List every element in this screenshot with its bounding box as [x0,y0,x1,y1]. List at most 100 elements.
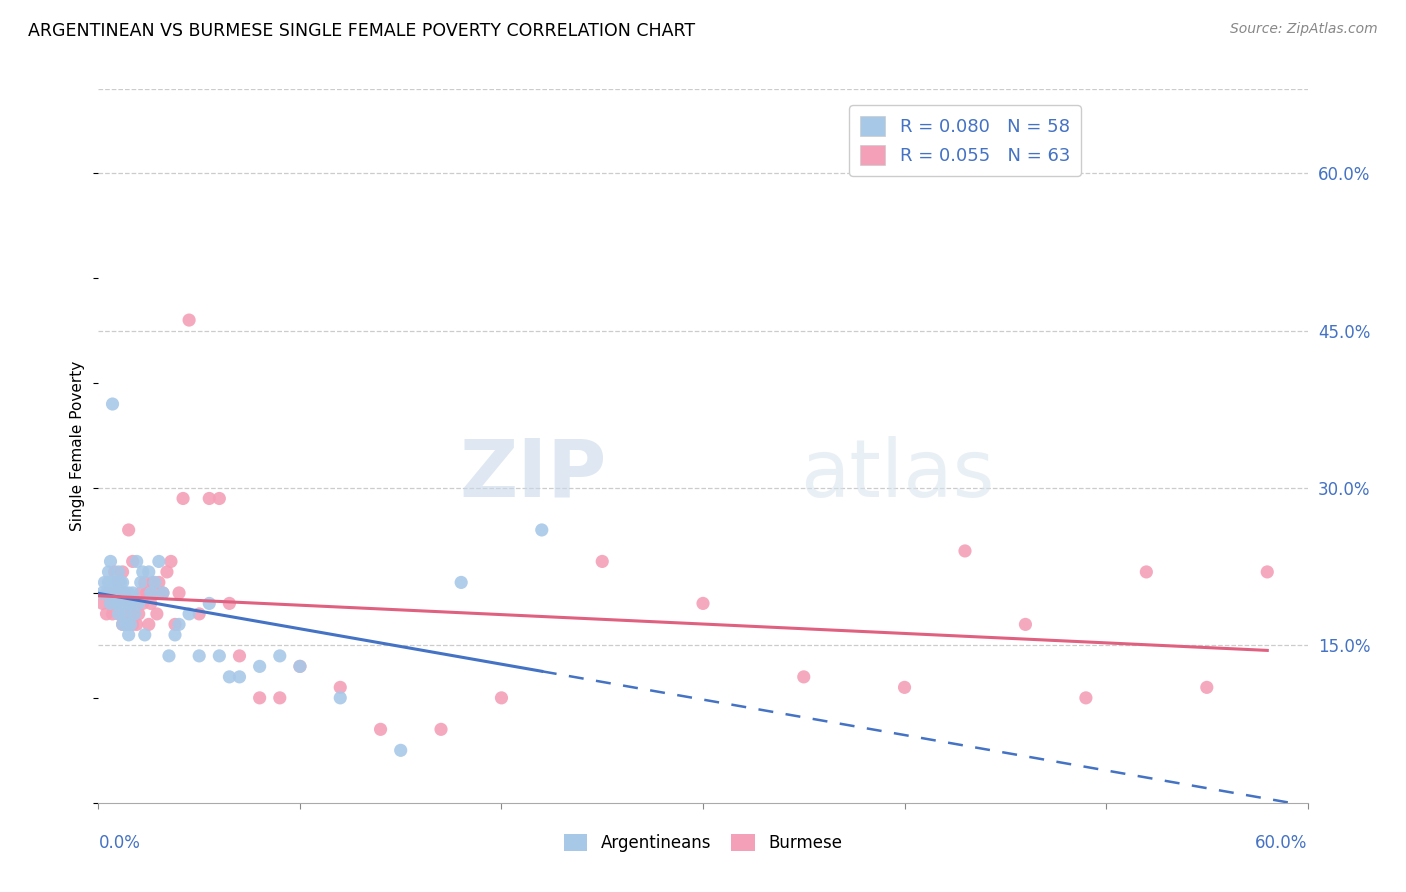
Point [105,596,128,610]
Point [91,596,114,610]
Point [120,617,142,632]
Point [198,596,221,610]
Point [218,670,240,684]
Point [101,586,124,600]
Point [167,586,190,600]
Point [146,607,169,621]
Point [134,575,156,590]
Point [269,648,291,663]
Point [138,565,160,579]
Point [110,575,132,590]
Point [103,575,125,590]
Point [114,586,136,600]
Point [591,554,613,568]
Point [114,607,136,621]
Point [139,596,162,610]
Point [208,491,231,506]
Point [1135,565,1157,579]
Point [128,596,150,610]
Legend: Argentineans, Burmese: Argentineans, Burmese [557,827,849,859]
Text: 0.0%: 0.0% [98,834,141,852]
Point [430,723,453,737]
Point [188,607,211,621]
Point [114,607,136,621]
Text: atlas: atlas [800,435,994,514]
Point [228,670,250,684]
Point [110,586,132,600]
Point [103,586,125,600]
Point [160,554,183,568]
Point [115,596,138,610]
Point [288,659,311,673]
Point [120,607,142,621]
Text: ZIP: ZIP [458,435,606,514]
Point [107,607,129,621]
Point [96,586,118,600]
Point [157,648,180,663]
Point [101,607,124,621]
Point [143,586,166,600]
Point [198,491,221,506]
Point [105,575,128,590]
Point [1014,617,1036,632]
Point [115,617,138,632]
Point [118,586,141,600]
Point [121,617,143,632]
Point [100,596,122,610]
Point [135,586,157,600]
Point [111,575,134,590]
Point [121,586,143,600]
Point [143,575,166,590]
Point [111,565,134,579]
Point [107,575,129,590]
Point [188,648,211,663]
Point [370,723,392,737]
Point [163,628,186,642]
Point [228,648,250,663]
Point [111,617,134,632]
Point [118,596,141,610]
Point [115,617,138,632]
Point [148,575,170,590]
Text: 60.0%: 60.0% [1256,834,1308,852]
Point [491,690,513,705]
Point [163,617,186,632]
Point [692,596,714,610]
Point [124,607,146,621]
Point [142,575,165,590]
Point [107,607,129,621]
Point [118,628,141,642]
Point [172,491,194,506]
Point [103,586,125,600]
Point [1074,690,1097,705]
Point [93,575,115,590]
Text: ARGENTINEAN VS BURMESE SINGLE FEMALE POVERTY CORRELATION CHART: ARGENTINEAN VS BURMESE SINGLE FEMALE POV… [28,22,695,40]
Point [125,554,148,568]
Point [793,670,815,684]
Point [288,659,311,673]
Point [1195,681,1218,695]
Point [96,607,118,621]
Point [218,596,240,610]
Point [101,397,124,411]
Point [114,586,136,600]
Point [107,586,129,600]
Point [124,596,146,610]
Point [120,596,142,610]
Point [121,554,143,568]
Point [152,586,174,600]
Point [893,681,915,695]
Point [138,617,160,632]
Point [152,586,174,600]
Point [132,596,155,610]
Point [179,607,201,621]
Point [125,617,148,632]
Point [110,596,132,610]
Text: Source: ZipAtlas.com: Source: ZipAtlas.com [1230,22,1378,37]
Point [105,586,128,600]
Point [100,554,122,568]
Point [132,565,155,579]
Point [156,565,179,579]
Point [105,596,128,610]
Point [100,596,122,610]
